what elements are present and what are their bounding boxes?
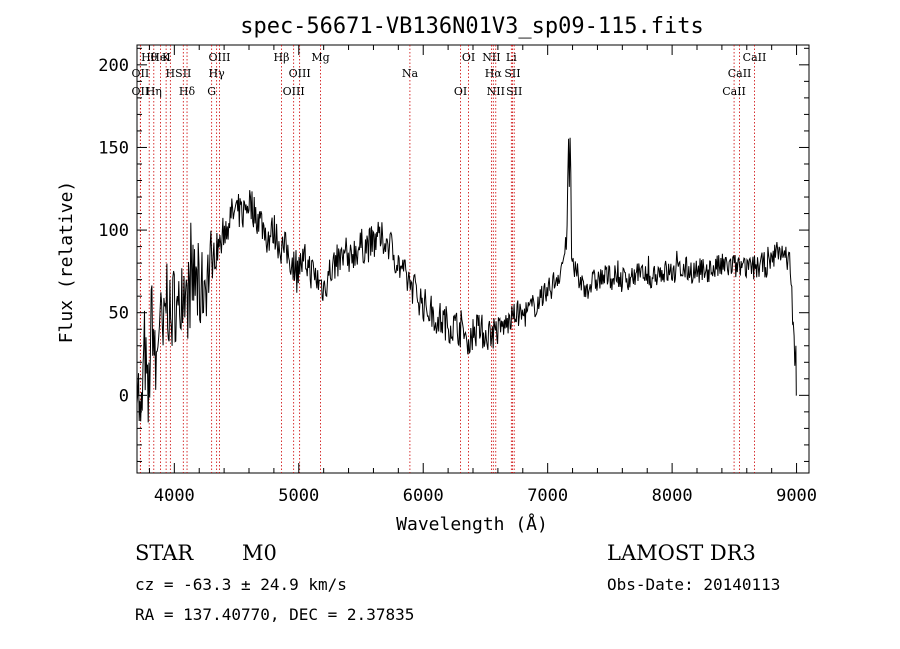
marker-label: CaII xyxy=(722,85,746,98)
observation-date: Obs-Date: 20140113 xyxy=(607,575,780,594)
marker-label: OIII xyxy=(289,67,311,80)
coordinates: RA = 137.40770, DEC = 2.37835 xyxy=(135,605,414,624)
marker-label: Hγ xyxy=(209,67,226,80)
x-tick-label: 7000 xyxy=(527,486,568,506)
marker-label: Na xyxy=(402,67,419,80)
y-axis-label: Flux (relative) xyxy=(56,181,77,344)
plot-frame xyxy=(136,44,810,474)
x-tick-label: 6000 xyxy=(403,486,444,506)
axis-tick-labels: 4000 5000 6000 7000 8000 9000 0 50 100 150 200 xyxy=(98,56,817,506)
marker-label: CaII xyxy=(728,67,752,80)
spectrum-series xyxy=(136,137,797,423)
marker-label: CaII xyxy=(743,51,767,64)
marker-label: G xyxy=(207,85,216,98)
object-subclass: M0 xyxy=(242,541,277,565)
marker-label: OI xyxy=(454,85,467,98)
object-class: STAR xyxy=(135,541,194,565)
axis-ticks xyxy=(137,45,809,473)
marker-label: K xyxy=(162,51,171,64)
marker-label: OII xyxy=(132,85,150,98)
x-tick-label: 4000 xyxy=(154,486,195,506)
line-markers xyxy=(139,45,755,473)
marker-label: Hβ xyxy=(274,51,290,64)
marker-label: H xyxy=(166,67,176,80)
marker-label: SII xyxy=(504,67,520,80)
marker-label: Li xyxy=(506,51,517,64)
y-tick-label: 50 xyxy=(109,304,129,324)
y-tick-label: 150 xyxy=(98,138,129,158)
marker-label: OIII xyxy=(283,85,305,98)
marker-label: Hα xyxy=(485,67,503,80)
marker-label: SII xyxy=(506,85,522,98)
redshift-cz: cz = -63.3 ± 24.9 km/s xyxy=(135,575,347,594)
x-axis-label: Wavelength (Å) xyxy=(396,513,548,535)
marker-label: NII xyxy=(482,51,500,64)
x-tick-label: 8000 xyxy=(652,486,693,506)
marker-label: Hη xyxy=(146,85,162,98)
marker-label: HeI xyxy=(150,51,170,64)
line-marker-labels: HθOIIOIIKHHηHeISIIHδOIIIHγGHβOIIIOIIIMgN… xyxy=(132,51,767,98)
chart-title: spec-56671-VB136N01V3_sp09-115.fits xyxy=(240,14,704,39)
marker-label: Hδ xyxy=(179,85,196,98)
y-tick-label: 0 xyxy=(119,386,129,406)
marker-label: OII xyxy=(132,67,150,80)
marker-label: Mg xyxy=(311,51,329,64)
marker-label: Hθ xyxy=(141,51,158,64)
x-tick-label: 5000 xyxy=(278,486,319,506)
marker-label: OIII xyxy=(208,51,230,64)
x-tick-label: 9000 xyxy=(776,486,817,506)
marker-label: OI xyxy=(462,51,475,64)
y-tick-label: 200 xyxy=(98,56,129,76)
marker-label: NII xyxy=(487,85,505,98)
spectrum-line xyxy=(136,137,797,423)
marker-label: SII xyxy=(175,67,191,80)
survey-name: LAMOST DR3 xyxy=(607,541,756,565)
y-tick-label: 100 xyxy=(98,221,129,241)
